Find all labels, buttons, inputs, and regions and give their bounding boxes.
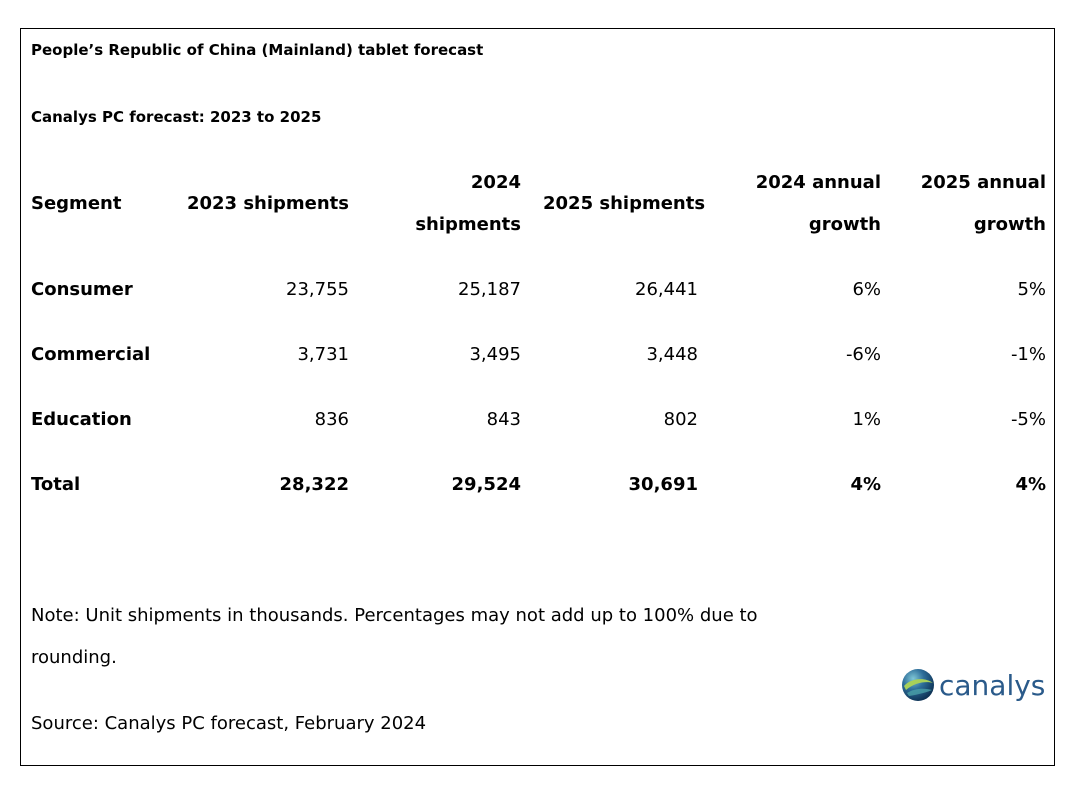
table-row-label: Total (31, 474, 81, 495)
table-cell: 836 (314, 409, 349, 430)
table-cell: 5% (1017, 279, 1046, 300)
table-cell: 3,448 (646, 344, 698, 365)
header-2025-growth-line1: 2025 annual (920, 172, 1046, 193)
table-cell: 3,495 (469, 344, 521, 365)
header-2025-growth-line2: growth (973, 214, 1046, 235)
header-2025-shipments: 2025 shipments (543, 193, 706, 214)
table-cell: -5% (1010, 409, 1046, 430)
table-row-label: Consumer (31, 279, 133, 300)
table-cell: 3,731 (297, 344, 349, 365)
table-cell: 1% (852, 409, 881, 430)
forecast-panel: People’s Republic of China (Mainland) ta… (20, 28, 1055, 766)
globe-icon: canalys (902, 669, 1045, 702)
table-cell: -6% (845, 344, 881, 365)
table-cell: -1% (1010, 344, 1046, 365)
table-cell: 23,755 (286, 279, 349, 300)
table-cell: 6% (852, 279, 881, 300)
table-cell: 26,441 (635, 279, 698, 300)
table-cell: 29,524 (451, 474, 521, 495)
table-row-label: Commercial (31, 344, 151, 365)
table-cell: 4% (1015, 474, 1046, 495)
header-2024-shipments-line1: 2024 (470, 172, 521, 193)
header-2024-growth-line1: 2024 annual (755, 172, 881, 193)
header-2024-shipments-line2: shipments (415, 214, 521, 235)
table-cell: 25,187 (458, 279, 521, 300)
header-segment: Segment (31, 193, 122, 214)
logo-text: canalys (939, 669, 1045, 702)
header-2023-shipments: 2023 shipments (186, 193, 349, 214)
table-row-label: Education (31, 409, 132, 430)
header-2024-growth-line2: growth (808, 214, 881, 235)
table-cell: 30,691 (628, 474, 698, 495)
table-cell: 28,322 (279, 474, 349, 495)
source-note: Source: Canalys PC forecast, February 20… (31, 713, 427, 734)
table-cell: 843 (486, 409, 521, 430)
page-title: People’s Republic of China (Mainland) ta… (31, 41, 484, 59)
footnote: Note: Unit shipments in thousands. Perce… (31, 605, 758, 668)
canalys-logo: canalys (901, 666, 1051, 706)
table-cell: 4% (850, 474, 881, 495)
table-cell: 802 (663, 409, 698, 430)
table-subtitle: Canalys PC forecast: 2023 to 2025 (31, 108, 322, 126)
